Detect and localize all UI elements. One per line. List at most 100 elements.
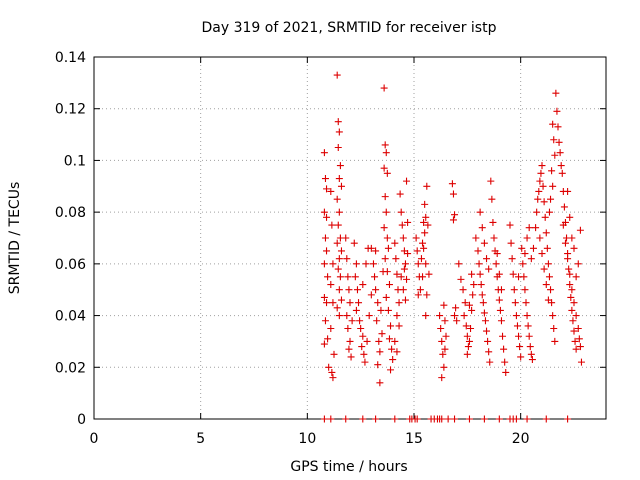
data-point — [568, 234, 576, 242]
data-point — [566, 281, 574, 289]
x-tick-label: 5 — [196, 431, 205, 447]
data-point — [564, 255, 572, 263]
data-point — [328, 221, 336, 229]
x-tick-label: 20 — [512, 431, 530, 447]
data-point — [382, 293, 390, 301]
data-point — [534, 195, 542, 203]
data-point — [566, 213, 574, 221]
data-point — [547, 195, 555, 203]
data-point — [420, 218, 428, 226]
data-point — [333, 71, 341, 79]
data-point — [381, 141, 389, 149]
data-point — [486, 358, 494, 366]
data-point — [544, 260, 552, 268]
data-point — [352, 306, 360, 314]
data-point — [334, 118, 342, 126]
data-point — [496, 306, 504, 314]
data-point — [488, 195, 496, 203]
data-point — [468, 306, 476, 314]
data-point — [358, 343, 366, 351]
data-point — [472, 234, 480, 242]
data-point — [523, 312, 531, 320]
data-point — [342, 234, 350, 242]
data-point — [335, 175, 343, 183]
data-point — [565, 265, 573, 273]
data-point — [383, 268, 391, 276]
data-point — [352, 260, 360, 268]
data-point — [351, 273, 359, 281]
data-point — [345, 345, 353, 353]
data-point — [519, 260, 527, 268]
data-point — [451, 312, 459, 320]
data-point — [549, 182, 557, 190]
data-point — [574, 260, 582, 268]
data-point — [355, 299, 363, 307]
data-point — [335, 286, 343, 294]
data-point — [333, 239, 341, 247]
data-point — [377, 306, 385, 314]
data-point — [335, 128, 343, 136]
data-point — [425, 270, 433, 278]
data-point — [365, 312, 373, 320]
data-point — [449, 190, 457, 198]
data-point — [537, 169, 545, 177]
data-point — [490, 234, 498, 242]
data-point — [570, 299, 578, 307]
data-point — [321, 175, 329, 183]
data-point — [513, 322, 521, 330]
data-point — [383, 169, 391, 177]
data-point — [469, 291, 477, 299]
data-point — [501, 358, 509, 366]
data-point — [413, 415, 421, 423]
data-point — [335, 312, 343, 320]
data-point — [448, 180, 456, 188]
data-point — [393, 312, 401, 320]
data-point — [413, 247, 421, 255]
data-point — [329, 299, 337, 307]
data-point — [515, 332, 523, 340]
data-point — [336, 162, 344, 170]
data-point — [512, 415, 520, 423]
data-point — [517, 353, 525, 361]
data-point — [329, 374, 337, 382]
data-point — [518, 244, 526, 252]
data-point — [347, 353, 355, 361]
y-tick-label: 0 — [77, 412, 86, 428]
data-point — [334, 265, 342, 273]
data-point — [476, 270, 484, 278]
data-point — [372, 247, 380, 255]
data-point — [540, 198, 548, 206]
data-point — [327, 187, 335, 195]
data-point — [325, 363, 333, 371]
data-point — [523, 234, 531, 242]
data-point — [438, 415, 446, 423]
data-point — [538, 162, 546, 170]
data-point — [465, 415, 473, 423]
data-point — [440, 363, 448, 371]
data-point — [452, 304, 460, 312]
data-point — [576, 226, 584, 234]
data-point — [438, 374, 446, 382]
data-point — [545, 273, 553, 281]
data-point — [345, 286, 353, 294]
data-point — [542, 229, 550, 237]
data-point — [392, 255, 400, 263]
data-point — [395, 322, 403, 330]
data-point — [381, 193, 389, 201]
data-point — [376, 379, 384, 387]
data-point — [495, 415, 503, 423]
data-point — [323, 185, 331, 193]
data-point — [508, 255, 516, 263]
data-point — [507, 239, 515, 247]
data-point — [489, 218, 497, 226]
data-point — [359, 415, 367, 423]
data-point — [536, 177, 544, 185]
data-point — [521, 250, 529, 258]
data-point — [343, 312, 351, 320]
data-point — [324, 273, 332, 281]
data-point — [538, 250, 546, 258]
data-point — [371, 273, 379, 281]
data-point — [539, 182, 547, 190]
data-point — [362, 260, 370, 268]
x-axis-title: GPS time / hours — [290, 459, 407, 475]
